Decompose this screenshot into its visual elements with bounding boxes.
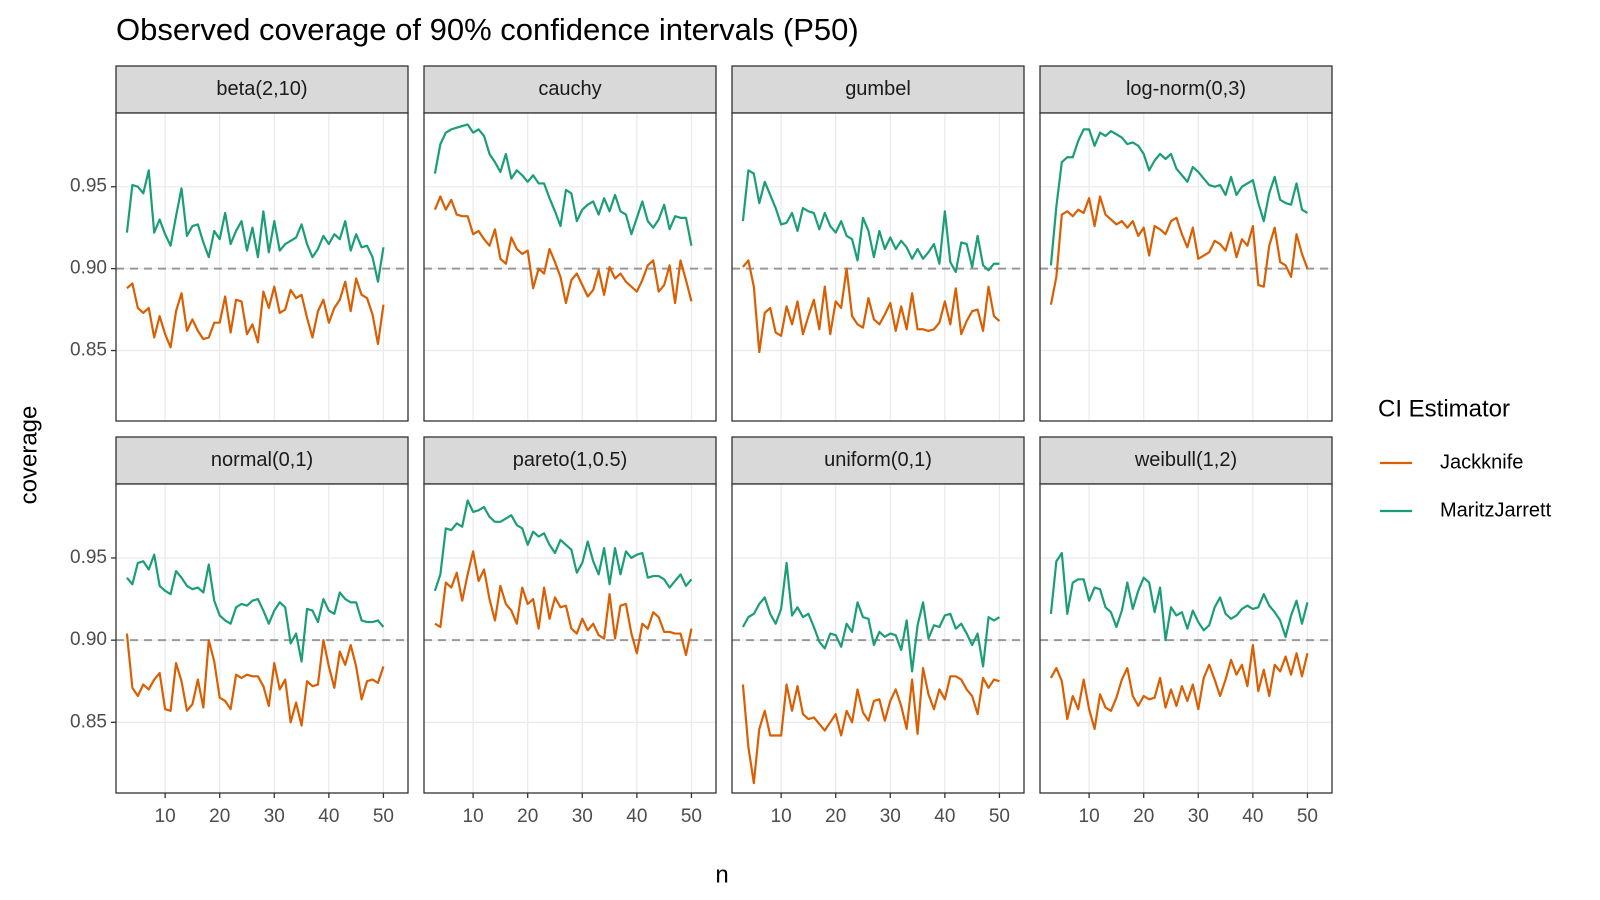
facet-strip — [115, 65, 409, 114]
data-line — [433, 195, 693, 305]
panel-background — [732, 113, 1024, 421]
x-tick-label: 10 — [155, 806, 176, 827]
y-axis-label: coverage — [15, 406, 42, 505]
data-line — [126, 553, 385, 663]
x-tick-label: 30 — [880, 806, 901, 827]
facet-title: normal(0,1) — [211, 449, 313, 471]
panel-background — [1040, 484, 1332, 793]
chart-title: Observed coverage of 90% confidence inte… — [116, 12, 859, 47]
x-tick-label: 20 — [825, 806, 846, 827]
facet-title: pareto(1,0.5) — [513, 449, 628, 471]
data-line — [741, 666, 1000, 785]
x-tick-label: 40 — [626, 806, 647, 827]
data-line — [433, 123, 693, 246]
data-line — [1049, 551, 1309, 642]
data-line — [1049, 128, 1309, 266]
data-line — [741, 561, 1001, 673]
x-tick-label: 30 — [572, 806, 593, 827]
x-tick-label: 20 — [209, 806, 230, 827]
x-tick-label: 50 — [1297, 806, 1318, 827]
x-tick-label: 30 — [264, 806, 285, 827]
panel-border — [423, 483, 717, 794]
x-tick-label: 30 — [1188, 806, 1209, 827]
facet-title: cauchy — [538, 78, 601, 100]
y-tick-label: 0.90 — [70, 258, 107, 279]
panel-border — [423, 112, 717, 422]
facet-strip — [731, 65, 1025, 114]
x-tick-label: 10 — [1079, 806, 1100, 827]
x-tick-label: 20 — [1133, 806, 1154, 827]
y-tick-label: 0.95 — [70, 176, 107, 197]
panel-border — [115, 112, 409, 422]
panel-background — [732, 484, 1024, 793]
x-tick-label: 50 — [989, 806, 1010, 827]
data-line — [1049, 195, 1309, 305]
x-tick-label: 40 — [1242, 806, 1263, 827]
panel-background — [424, 113, 716, 421]
data-line — [742, 259, 1001, 354]
facet-title: log-norm(0,3) — [1126, 78, 1246, 100]
panel-background — [116, 113, 408, 421]
y-tick-label: 0.95 — [70, 547, 107, 568]
x-tick-label: 50 — [681, 806, 702, 827]
facet-strip — [423, 65, 717, 114]
facet-title: uniform(0,1) — [824, 449, 932, 471]
facet-title: beta(2,10) — [216, 78, 307, 100]
panel-background — [424, 484, 716, 793]
x-tick-label: 10 — [463, 806, 484, 827]
legend-title: CI Estimator — [1378, 395, 1510, 422]
facet-title: gumbel — [845, 78, 911, 100]
legend-label: MaritzJarrett — [1440, 499, 1552, 521]
x-tick-label: 40 — [318, 806, 339, 827]
panel-border — [731, 112, 1025, 422]
x-tick-label: 20 — [517, 806, 538, 827]
y-tick-label: 0.85 — [70, 340, 107, 361]
data-line — [125, 169, 385, 283]
facet-strip — [1039, 65, 1333, 114]
panel-background — [116, 484, 408, 793]
legend-label: Jackknife — [1440, 451, 1523, 473]
facet-title: weibull(1,2) — [1134, 449, 1237, 471]
y-tick-label: 0.90 — [70, 629, 107, 650]
data-line — [741, 169, 1000, 274]
x-axis-label: n — [715, 861, 728, 888]
facet-strip — [731, 436, 1025, 485]
x-tick-label: 10 — [771, 806, 792, 827]
data-line — [433, 499, 693, 592]
panel-border — [731, 483, 1025, 794]
data-line — [126, 277, 385, 349]
x-tick-label: 40 — [934, 806, 955, 827]
data-line — [1049, 643, 1309, 730]
data-line — [434, 550, 693, 657]
facet-strip — [423, 436, 717, 485]
x-tick-label: 50 — [373, 806, 394, 827]
panel-border — [1039, 112, 1333, 422]
data-line — [125, 633, 385, 727]
facet-strip — [115, 436, 409, 485]
panel-border — [115, 483, 409, 794]
panel-border — [1039, 483, 1333, 794]
y-tick-label: 0.85 — [70, 711, 107, 732]
panel-background — [1040, 113, 1332, 421]
